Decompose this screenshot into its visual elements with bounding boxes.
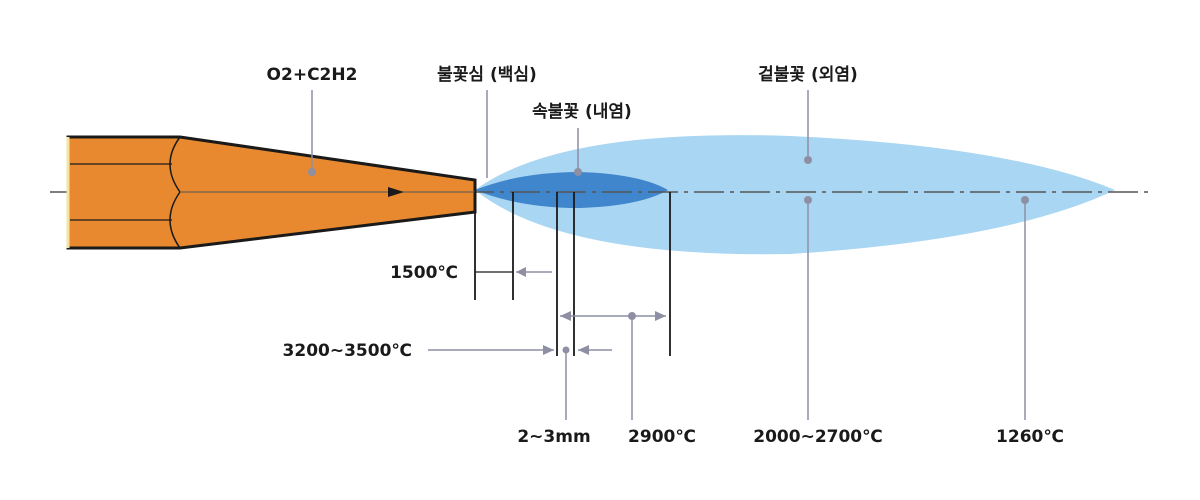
pointer-dot-gas-mix xyxy=(308,168,316,176)
label-temp-3200-3500: 3200~3500℃ xyxy=(283,341,412,361)
arrow-1500-icon xyxy=(516,267,526,277)
arrow-2900-left-icon xyxy=(560,311,571,321)
inner-flame xyxy=(475,172,668,208)
arrow-2900-right-icon xyxy=(655,311,666,321)
outer-flame xyxy=(475,135,1115,255)
label-temp-2000-2700: 2000~2700℃ xyxy=(753,427,882,447)
pointer-dot-outer-flame xyxy=(804,156,812,164)
label-dist-2-3mm: 2~3mm xyxy=(517,427,590,447)
label-inner-cone: 불꽃심 (백심) xyxy=(437,65,537,85)
torch-nozzle xyxy=(66,135,477,250)
label-outer-flame: 겉불꽃 (외염) xyxy=(758,65,858,85)
label-temp-1500: 1500℃ xyxy=(390,263,458,283)
flow-arrow-icon xyxy=(388,187,404,197)
pointer-dot-inner-flame xyxy=(574,168,582,176)
arrow-3200-left-icon xyxy=(578,345,589,355)
label-temp-2900: 2900℃ xyxy=(628,427,696,447)
label-temp-1260: 1260℃ xyxy=(996,427,1064,447)
arrow-3200-right-icon xyxy=(543,345,554,355)
label-inner-flame: 속불꽃 (내염) xyxy=(532,102,632,122)
label-gas-mix: O2+C2H2 xyxy=(267,65,358,85)
